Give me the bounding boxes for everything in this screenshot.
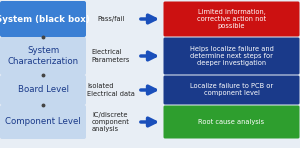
Text: Localize failure to PCB or
component level: Localize failure to PCB or component lev… — [190, 83, 273, 96]
FancyBboxPatch shape — [0, 37, 86, 75]
FancyBboxPatch shape — [0, 1, 86, 37]
Text: Isolated
Electrical data: Isolated Electrical data — [87, 83, 135, 96]
Text: IC/discrete
component
analysis: IC/discrete component analysis — [92, 112, 130, 132]
FancyBboxPatch shape — [164, 37, 299, 74]
Text: Component Level: Component Level — [5, 118, 81, 127]
Text: Electrical
Parameters: Electrical Parameters — [92, 49, 130, 62]
Text: Root cause analysis: Root cause analysis — [198, 119, 265, 125]
FancyBboxPatch shape — [0, 75, 86, 105]
Text: System (black box): System (black box) — [0, 15, 90, 24]
FancyBboxPatch shape — [164, 1, 299, 37]
Text: Pass/fail: Pass/fail — [97, 16, 125, 22]
FancyBboxPatch shape — [0, 105, 86, 139]
Text: Helps localize failure and
determine next steps for
deeper investigation: Helps localize failure and determine nex… — [190, 46, 273, 66]
FancyBboxPatch shape — [164, 75, 299, 104]
Text: Limited information,
corrective action not
possible: Limited information, corrective action n… — [197, 9, 266, 29]
FancyBboxPatch shape — [164, 106, 299, 139]
Text: System
Characterization: System Characterization — [8, 46, 79, 66]
Text: Board Level: Board Level — [17, 86, 68, 95]
